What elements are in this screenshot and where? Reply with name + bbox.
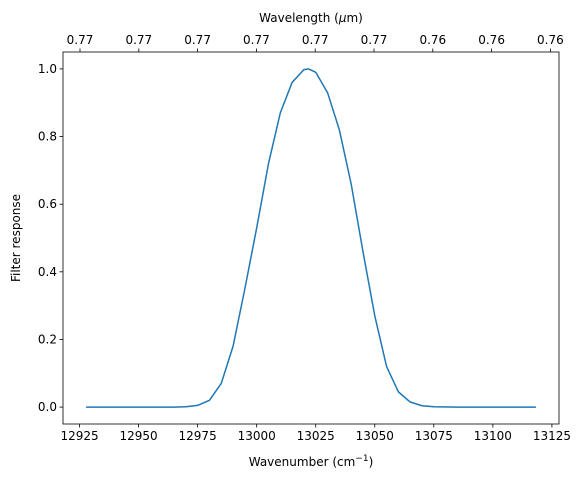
plot-area: [63, 52, 559, 424]
top-tick-label: 0.77: [184, 33, 211, 47]
plot-frame: [62, 51, 560, 425]
bottom-tick-label: 13000: [238, 429, 276, 443]
top-tick-label: 0.76: [537, 33, 564, 47]
top-tick-label: 0.77: [243, 33, 270, 47]
x-axis-label-close: ): [369, 455, 374, 469]
left-tick-label: 0.6: [38, 197, 57, 211]
top-axis-label-close: m): [346, 11, 362, 25]
top-tick-label: 0.76: [419, 33, 446, 47]
series-line: [85, 68, 537, 408]
left-tick-label: 0.4: [38, 265, 57, 279]
y-axis-label: Filter response: [9, 194, 23, 282]
left-tick-label: 0.0: [38, 400, 57, 414]
x-axis-label-exponent: −1: [355, 454, 368, 464]
top-tick-label: 0.77: [361, 33, 388, 47]
top-tick-label: 0.77: [67, 33, 94, 47]
top-axis-label: Wavelength (μm): [259, 11, 363, 25]
bottom-tick-label: 13025: [297, 429, 335, 443]
top-axis: 0.77 0.77 0.77 0.77 0.77 0.77 0.76 0.76 0.76: [67, 33, 564, 52]
bottom-tick-label: 13100: [474, 429, 512, 443]
top-tick-label: 0.77: [302, 33, 329, 47]
top-tick-label: 0.77: [125, 33, 152, 47]
left-tick-label: 0.8: [38, 130, 57, 144]
top-tick-label: 0.76: [478, 33, 505, 47]
bottom-tick-label: 13125: [533, 429, 571, 443]
left-axis: 0.0 0.2 0.4 0.6 0.8 1.0: [38, 62, 63, 414]
left-tick-label: 0.2: [38, 332, 57, 346]
bottom-tick-label: 12925: [60, 429, 98, 443]
x-axis-label: Wavenumber (cm−1): [249, 454, 374, 469]
bottom-axis: 12925 12950 12975 13000 13025 13050 13075 13100…: [60, 424, 571, 443]
top-axis-label-mu: μ: [338, 11, 347, 25]
left-tick-label: 1.0: [38, 62, 57, 76]
bottom-tick-label: 12975: [179, 429, 217, 443]
bottom-tick-label: 13075: [415, 429, 453, 443]
bottom-tick-label: 13050: [356, 429, 394, 443]
bottom-tick-label: 12950: [119, 429, 157, 443]
